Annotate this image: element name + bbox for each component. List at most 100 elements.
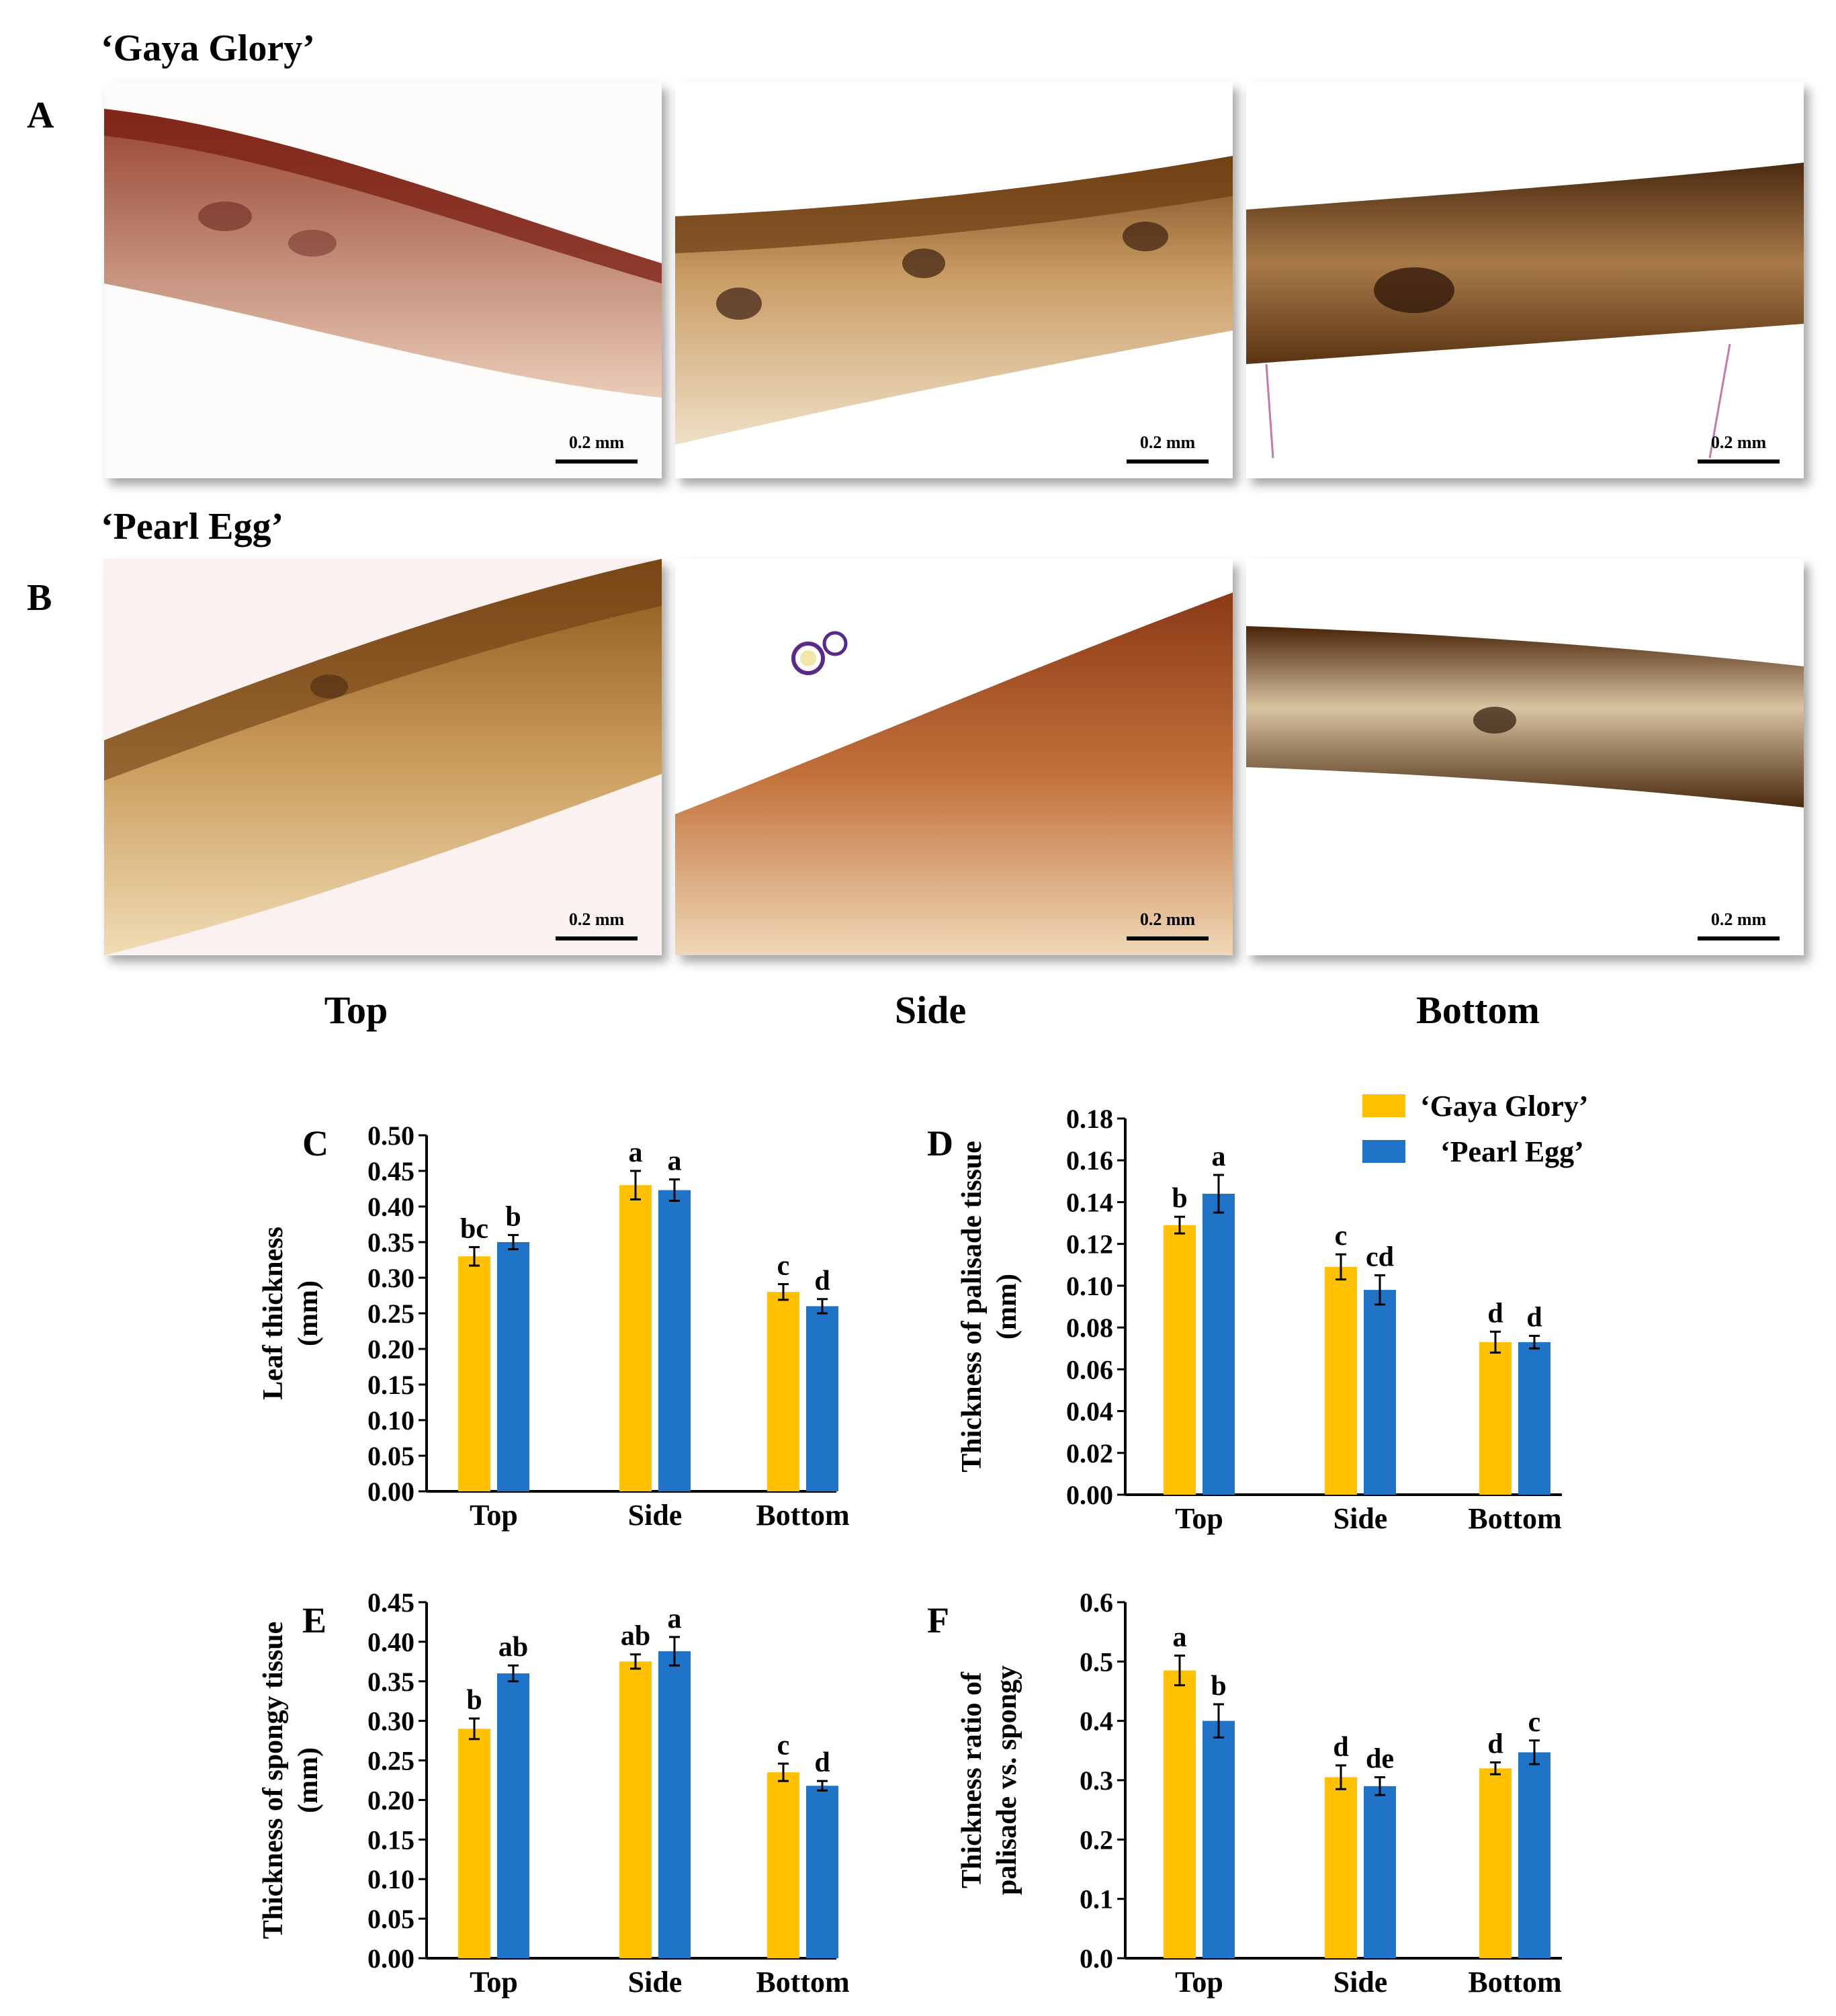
y-tick-label: 0.30	[367, 1706, 414, 1737]
bar-pearl-top	[497, 1242, 529, 1491]
legend-label: ‘Pearl Egg’	[1440, 1135, 1584, 1168]
significance-letter: c	[1335, 1221, 1348, 1252]
significance-letter: a	[668, 1604, 682, 1634]
x-tick-label: Side	[1334, 1966, 1388, 1999]
panel-letter: F	[927, 1600, 949, 1640]
scale-bar: 0.2 mm	[556, 433, 638, 464]
row-b-title: ‘Pearl Egg’	[101, 506, 284, 547]
bar-pearl-side	[658, 1190, 691, 1491]
chart-e-svg: E 0.00 0.05 0.10 0.15 0.20 0.25 0.30 0.35 0.40 0.4…	[258, 1587, 850, 1999]
y-tick-label: 0.2	[1080, 1825, 1113, 1855]
column-label-side: Side	[894, 988, 967, 1032]
bar-pearl-top	[1203, 1720, 1235, 1958]
y-tick-label: 0.20	[367, 1334, 414, 1364]
y-tick-label: 0.4	[1080, 1706, 1113, 1737]
chart-d: D 0.00 0.02 0.04 0.06 0.08 0.10 0.12 0.14 0.16 0.1…	[927, 1102, 1639, 1569]
significance-letter: d	[1333, 1732, 1348, 1763]
significance-letter: d	[814, 1747, 830, 1778]
panel-letter-a: A	[27, 95, 54, 136]
significance-letter: d	[814, 1266, 830, 1297]
y-axis-label: Thickness of palisade tissue	[957, 1141, 988, 1473]
bar-gaya-bottom	[767, 1292, 799, 1491]
y-tick-label: 0.40	[367, 1627, 414, 1657]
chart-e: E 0.00 0.05 0.10 0.15 0.20 0.25 0.30 0.35 0.40 0.4…	[258, 1579, 954, 2012]
y-axis-label: Leaf thickness	[258, 1227, 289, 1400]
y-tick-label: 0.50	[367, 1121, 414, 1151]
y-tick-label: 0.20	[367, 1785, 414, 1815]
scale-bar: 0.2 mm	[556, 910, 638, 940]
y-tick-label: 0.5	[1080, 1647, 1113, 1677]
bar-pearl-bottom	[806, 1306, 838, 1491]
y-tick-label: 0.3	[1080, 1765, 1113, 1796]
y-tick-label: 0.02	[1066, 1438, 1113, 1469]
y-axis-label: Thickness of spongy tissue	[258, 1622, 289, 1939]
significance-letter: d	[1487, 1729, 1503, 1760]
bar-gaya-side	[619, 1661, 652, 1958]
x-tick-label: Bottom	[1468, 1966, 1561, 1999]
row-a-title: ‘Gaya Glory’	[101, 28, 315, 69]
scale-bar: 0.2 mm	[1127, 910, 1209, 940]
y-tick-label: 0.15	[367, 1825, 414, 1855]
bar-pearl-side	[658, 1651, 691, 1958]
bar-gaya-bottom	[1479, 1768, 1512, 1958]
chart-f: F 0.0 0.1 0.2 0.3 0.4 0.5 0.6 Thickness ratio of…	[927, 1579, 1639, 2012]
bar-gaya-bottom	[767, 1772, 799, 1958]
x-tick-label: Bottom	[1468, 1502, 1561, 1535]
x-tick-label: Top	[470, 1499, 518, 1532]
legend-item-gaya: ‘Gaya Glory’	[1362, 1083, 1589, 1129]
bar-pearl-top	[497, 1673, 529, 1958]
scale-bar: 0.2 mm	[1698, 433, 1780, 464]
y-tick-label: 0.05	[367, 1441, 414, 1471]
significance-letter: c	[777, 1730, 790, 1761]
bar-pearl-side	[1364, 1786, 1396, 1958]
scale-bar-label: 0.2 mm	[568, 433, 625, 452]
y-tick-label: 0.30	[367, 1263, 414, 1293]
y-tick-label: 0.45	[367, 1587, 414, 1618]
bar-gaya-top	[1164, 1225, 1196, 1495]
significance-letter: c	[777, 1251, 790, 1282]
bar-gaya-side	[1325, 1777, 1357, 1958]
chart-d-svg: D 0.00 0.02 0.04 0.06 0.08 0.10 0.12 0.14 0.16 0.1…	[927, 1104, 1562, 1535]
significance-letter: a	[1212, 1141, 1226, 1172]
significance-letter: b	[1211, 1671, 1226, 1702]
bar-gaya-top	[1164, 1670, 1196, 1958]
significance-letter: de	[1366, 1744, 1394, 1775]
significance-letter: cd	[1366, 1241, 1394, 1272]
y-tick-label: 0.6	[1080, 1587, 1113, 1618]
chart-c-svg: C 0.00 0.05 0.10 0.15 0.20 0.25 0.30 0.35 0.40 0.4…	[258, 1121, 850, 1532]
y-tick-label: 0.14	[1066, 1187, 1113, 1217]
scale-bar: 0.2 mm	[1698, 910, 1780, 940]
x-tick-label: Side	[628, 1499, 683, 1532]
significance-letter: bc	[460, 1213, 488, 1244]
y-tick-label: 0.06	[1066, 1354, 1113, 1385]
legend-label: ‘Gaya Glory’	[1420, 1089, 1589, 1123]
bar-gaya-side	[1325, 1266, 1357, 1495]
y-tick-label: 0.25	[367, 1299, 414, 1329]
y-tick-label: 0.15	[367, 1370, 414, 1400]
significance-letter: c	[1528, 1707, 1541, 1738]
scale-bar-label: 0.2 mm	[1139, 433, 1196, 452]
legend-swatch	[1362, 1140, 1405, 1163]
y-tick-label: 0.25	[367, 1746, 414, 1776]
bar-gaya-top	[458, 1256, 490, 1491]
column-label-top: Top	[324, 988, 388, 1032]
scale-bar-label: 0.2 mm	[1139, 910, 1196, 929]
y-tick-label: 0.45	[367, 1156, 414, 1186]
significance-letter: d	[1526, 1303, 1542, 1333]
y-tick-label: 0.35	[367, 1227, 414, 1258]
scale-bar-label: 0.2 mm	[568, 910, 625, 929]
y-tick-label: 0.00	[367, 1943, 414, 1974]
micrograph-gaya-side: 0.2 mm	[675, 82, 1233, 478]
y-axis-label: palisade vs. spongy	[992, 1665, 1022, 1895]
significance-letter: ab	[621, 1621, 650, 1652]
legend-swatch	[1362, 1094, 1405, 1117]
y-tick-label: 0.05	[367, 1904, 414, 1934]
panel-letter-b: B	[27, 577, 52, 619]
y-tick-label: 0.10	[1066, 1271, 1113, 1301]
y-tick-label: 0.16	[1066, 1145, 1113, 1176]
x-tick-label: Bottom	[756, 1499, 849, 1532]
significance-letter: b	[466, 1685, 482, 1716]
x-tick-label: Top	[470, 1966, 518, 1999]
bar-pearl-bottom	[1518, 1342, 1550, 1495]
scale-bar-label: 0.2 mm	[1710, 433, 1767, 452]
